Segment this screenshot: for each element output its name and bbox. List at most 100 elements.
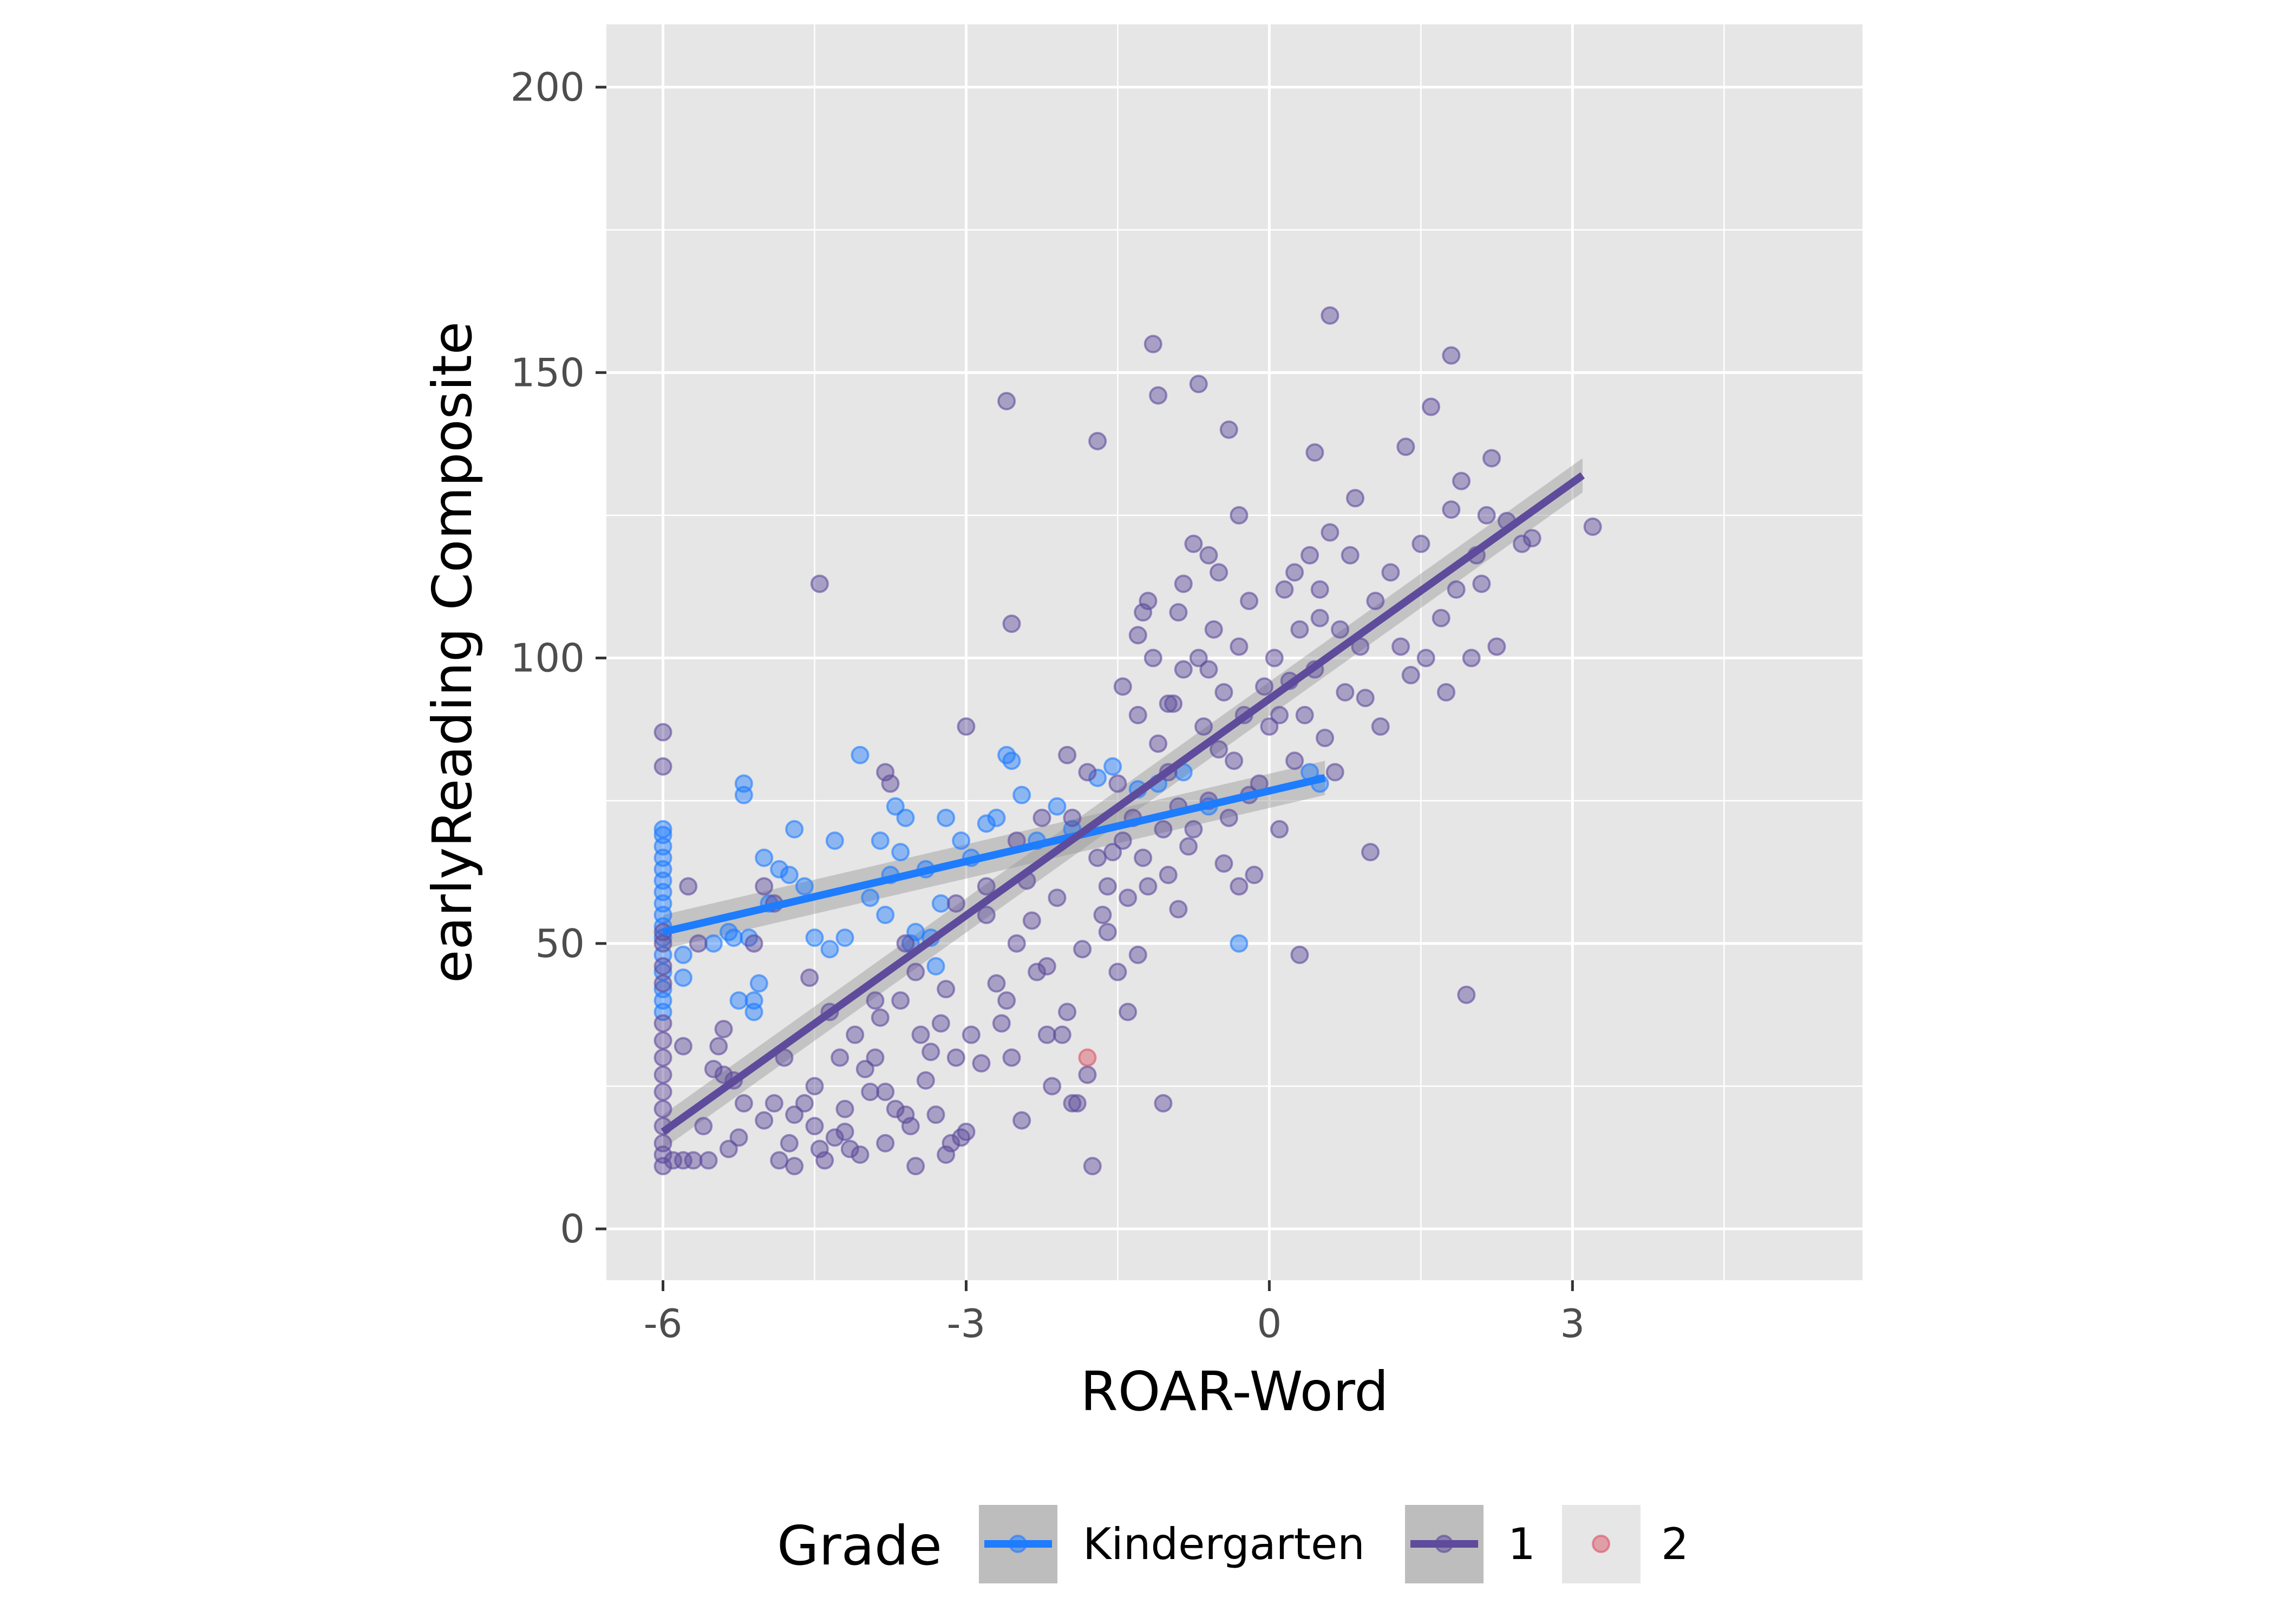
data-point bbox=[654, 1065, 672, 1084]
data-point bbox=[906, 962, 925, 981]
data-point bbox=[937, 808, 956, 827]
data-point bbox=[1270, 706, 1289, 724]
data-point bbox=[1230, 877, 1249, 896]
data-point bbox=[825, 831, 844, 850]
data-point bbox=[1022, 911, 1041, 930]
data-point bbox=[674, 945, 692, 964]
data-point bbox=[1063, 1094, 1082, 1113]
data-point bbox=[1199, 546, 1218, 565]
data-point bbox=[1285, 751, 1304, 770]
data-point bbox=[654, 1048, 672, 1067]
data-point bbox=[855, 1059, 874, 1078]
data-point bbox=[977, 814, 996, 833]
data-point bbox=[1048, 797, 1067, 816]
data-point bbox=[1401, 666, 1420, 685]
data-point bbox=[1270, 820, 1289, 839]
data-point bbox=[987, 974, 1006, 993]
data-point bbox=[1522, 529, 1541, 548]
data-point bbox=[709, 1037, 728, 1056]
data-point bbox=[1331, 620, 1350, 639]
data-point bbox=[1103, 843, 1122, 862]
data-point bbox=[1230, 506, 1249, 525]
data-point bbox=[805, 1077, 824, 1096]
x-tick-label: -3 bbox=[947, 1301, 986, 1346]
data-point bbox=[922, 1043, 940, 1062]
data-point bbox=[1462, 649, 1481, 667]
data-point bbox=[946, 1048, 965, 1067]
y-tick-label: 0 bbox=[560, 1206, 585, 1252]
data-point bbox=[1189, 649, 1208, 667]
data-point bbox=[689, 934, 708, 953]
data-point bbox=[1128, 706, 1147, 724]
data-point bbox=[1265, 649, 1284, 667]
data-point bbox=[992, 1014, 1011, 1033]
data-point bbox=[876, 906, 895, 925]
data-point bbox=[937, 980, 956, 999]
data-point bbox=[831, 1048, 850, 1067]
data-point bbox=[1048, 888, 1067, 907]
data-point bbox=[714, 1020, 733, 1038]
data-point bbox=[1174, 574, 1193, 593]
data-point bbox=[805, 1117, 824, 1136]
y-tick-label: 150 bbox=[511, 350, 585, 395]
data-point bbox=[815, 1151, 834, 1170]
data-point bbox=[770, 860, 789, 879]
data-point bbox=[1310, 608, 1329, 627]
data-point bbox=[1113, 831, 1132, 850]
legend-point-kindergarten bbox=[1009, 1535, 1027, 1553]
data-point bbox=[926, 1105, 945, 1124]
data-point bbox=[1143, 649, 1162, 667]
data-point bbox=[1442, 500, 1461, 519]
data-point bbox=[851, 745, 870, 764]
data-point bbox=[1199, 660, 1218, 679]
data-point bbox=[1442, 346, 1461, 365]
data-point bbox=[719, 1140, 738, 1158]
data-point bbox=[1083, 1157, 1102, 1176]
data-point bbox=[946, 894, 965, 913]
data-point bbox=[1108, 774, 1127, 793]
data-point bbox=[1073, 940, 1092, 959]
data-point bbox=[795, 877, 814, 896]
data-point bbox=[997, 392, 1016, 410]
data-point bbox=[1093, 906, 1112, 925]
data-point bbox=[835, 1099, 854, 1118]
data-point bbox=[866, 991, 885, 1010]
data-point bbox=[891, 843, 910, 862]
data-point bbox=[896, 808, 915, 827]
y-axis-title: earlyReading Composite bbox=[421, 322, 484, 983]
legend-label-grade-2: 2 bbox=[1661, 1519, 1689, 1569]
regression-line bbox=[661, 472, 1585, 1135]
data-point bbox=[1487, 637, 1506, 656]
data-point bbox=[1088, 769, 1107, 787]
data-point bbox=[881, 774, 900, 793]
data-point bbox=[926, 957, 945, 975]
data-point bbox=[1336, 683, 1355, 702]
data-point bbox=[1149, 386, 1168, 405]
data-point bbox=[1169, 603, 1188, 622]
data-point bbox=[1098, 877, 1117, 896]
data-point bbox=[952, 831, 971, 850]
data-point bbox=[755, 848, 774, 867]
data-point bbox=[820, 940, 839, 959]
data-point bbox=[1447, 580, 1466, 599]
data-point bbox=[1037, 1025, 1056, 1044]
data-point bbox=[1012, 785, 1031, 804]
data-point bbox=[654, 757, 672, 776]
data-point bbox=[1477, 506, 1496, 525]
data-point bbox=[654, 1099, 672, 1118]
data-point bbox=[835, 1122, 854, 1141]
data-point bbox=[931, 894, 950, 913]
data-point bbox=[1245, 866, 1264, 885]
data-point bbox=[1219, 420, 1238, 439]
data-point bbox=[1437, 683, 1456, 702]
data-point bbox=[1321, 523, 1339, 542]
data-point bbox=[1068, 1094, 1087, 1113]
data-point bbox=[1184, 534, 1203, 553]
data-point bbox=[1210, 740, 1229, 759]
data-point bbox=[810, 574, 829, 593]
data-point bbox=[1134, 848, 1153, 867]
data-point bbox=[931, 1014, 950, 1033]
data-point bbox=[861, 888, 880, 907]
data-point bbox=[1225, 751, 1244, 770]
